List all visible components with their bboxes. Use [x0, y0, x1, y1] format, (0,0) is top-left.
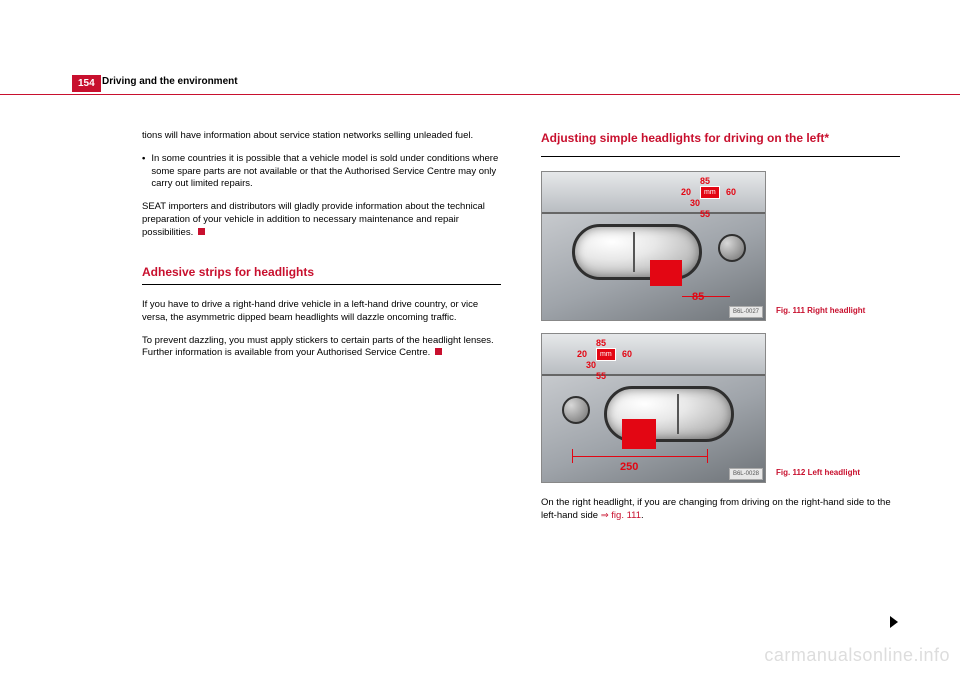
subhead-rule [541, 156, 900, 157]
lamp-divider [633, 232, 635, 272]
body-text: SEAT importers and distributors will gla… [142, 201, 501, 239]
sticker-patch [650, 260, 682, 286]
end-marker-icon [198, 228, 205, 235]
body-text: tions will have information about servic… [142, 130, 501, 143]
image-code: B6L-0028 [729, 468, 763, 480]
indicator-lamp [562, 396, 590, 424]
header-rule [0, 94, 960, 95]
image-code: B6L-0027 [729, 306, 763, 318]
body-text-span: SEAT importers and distributors will gla… [142, 201, 485, 238]
dimension-tick [572, 449, 573, 463]
sticker-patch [622, 419, 656, 449]
subhead-rule [142, 284, 501, 285]
figure-row: mm 85 20 30 60 55 250 B6L-0028 Fig. 112 … [541, 333, 900, 483]
body-text: To prevent dazzling, you must apply stic… [142, 335, 501, 361]
content-area: tions will have information about servic… [142, 130, 900, 678]
dimension-line [572, 456, 707, 457]
bullet-text: In some countries it is possible that a … [151, 153, 501, 191]
right-column: Adjusting simple headlights for driving … [541, 130, 900, 678]
continue-arrow-icon [890, 616, 898, 628]
car-hood [542, 334, 765, 376]
headlamp-assembly [572, 224, 702, 280]
page-number-tab: 154 [72, 75, 101, 92]
figure-reference: ⇒ fig. 111 [601, 510, 641, 521]
dimension-label: 30 [586, 359, 596, 371]
dimension-line [682, 296, 730, 297]
body-text-span: . [641, 510, 644, 521]
figure-caption: Fig. 112 Left headlight [776, 468, 866, 483]
body-text: On the right headlight, if you are chang… [541, 497, 900, 523]
running-head: Driving and the environment [102, 76, 238, 87]
figure-caption: Fig. 111 Right headlight [776, 306, 866, 321]
dimension-label: 85 [692, 290, 704, 305]
dimension-label: 85 [700, 175, 710, 187]
dimension-label: 250 [620, 460, 638, 475]
watermark: carmanualsonline.info [764, 645, 950, 666]
body-text: If you have to drive a right-hand drive … [142, 299, 501, 325]
dimension-label: 60 [726, 186, 736, 198]
unit-tag: mm [700, 186, 720, 199]
dimension-label: 85 [596, 337, 606, 349]
subheading: Adjusting simple headlights for driving … [541, 130, 900, 146]
figure-row: mm 85 20 30 60 55 85 B6L-0027 Fig. 111 R… [541, 171, 900, 321]
figure-right-headlight: mm 85 20 30 60 55 85 B6L-0027 [541, 171, 766, 321]
figure-left-headlight: mm 85 20 30 60 55 250 B6L-0028 [541, 333, 766, 483]
subheading: Adhesive strips for headlights [142, 264, 501, 280]
dimension-label: 55 [700, 208, 710, 220]
bullet-item: • In some countries it is possible that … [142, 153, 501, 191]
lamp-divider [677, 394, 679, 434]
indicator-lamp [718, 234, 746, 262]
unit-tag: mm [596, 348, 616, 361]
bullet-dot-icon: • [142, 153, 145, 191]
dimension-tick [707, 449, 708, 463]
dimension-label: 30 [690, 197, 700, 209]
left-column: tions will have information about servic… [142, 130, 501, 678]
dimension-label: 60 [622, 348, 632, 360]
end-marker-icon [435, 348, 442, 355]
dimension-label: 55 [596, 370, 606, 382]
body-text-span: On the right headlight, if you are chang… [541, 497, 891, 521]
